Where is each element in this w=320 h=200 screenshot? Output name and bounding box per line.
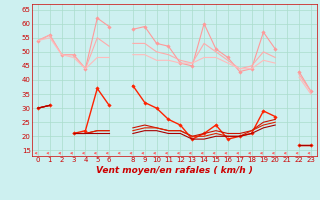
X-axis label: Vent moyen/en rafales ( km/h ): Vent moyen/en rafales ( km/h ) [96,166,253,175]
